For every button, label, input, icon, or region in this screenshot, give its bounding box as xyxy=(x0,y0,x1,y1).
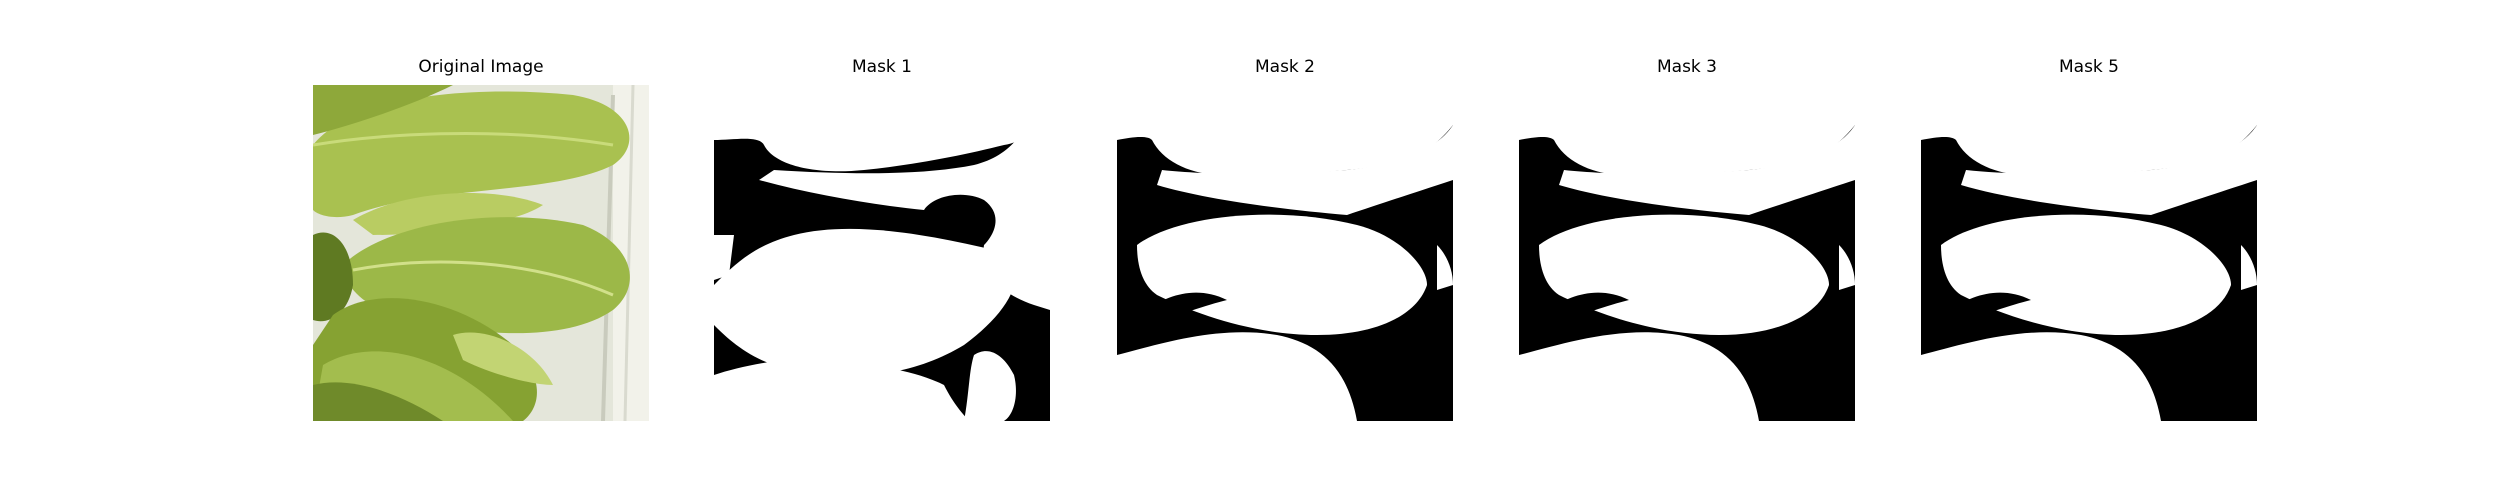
panel-mask-3: Mask 3 xyxy=(1519,52,1855,421)
mask-3-image xyxy=(1519,85,1855,421)
panel-title: Mask 3 xyxy=(1656,57,1717,77)
panel-mask-1: Mask 1 xyxy=(714,52,1050,421)
mask-5-image xyxy=(1921,85,2257,421)
mask-1-image xyxy=(714,85,1050,421)
panel-title: Original Image xyxy=(418,57,544,77)
panel-mask-2: Mask 2 xyxy=(1117,52,1453,421)
panel-title: Mask 2 xyxy=(1254,57,1315,77)
panel-title: Mask 5 xyxy=(2058,57,2119,77)
panel-original-image: Original Image xyxy=(313,52,649,421)
panel-title: Mask 1 xyxy=(851,57,912,77)
original-leaf-photo xyxy=(313,85,649,421)
panel-mask-5: Mask 5 xyxy=(1921,52,2257,421)
mask-2-image xyxy=(1117,85,1453,421)
